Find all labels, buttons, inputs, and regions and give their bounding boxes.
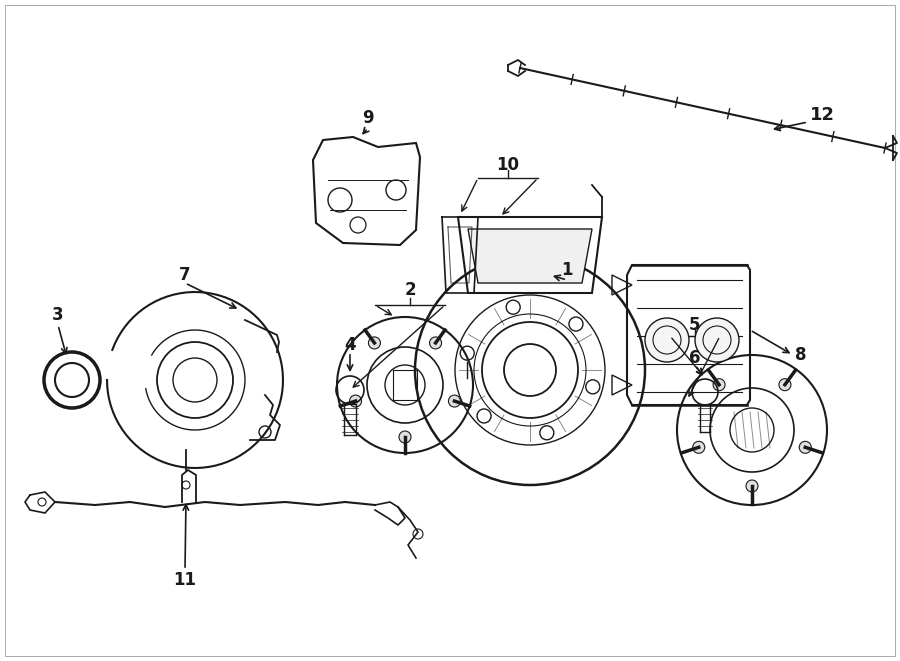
Circle shape (713, 379, 725, 391)
Text: 1: 1 (562, 261, 572, 279)
Polygon shape (627, 265, 750, 405)
Text: 10: 10 (497, 156, 519, 174)
Circle shape (693, 442, 705, 453)
Text: 12: 12 (810, 106, 835, 124)
Text: 3: 3 (52, 306, 64, 324)
Text: 8: 8 (795, 346, 806, 364)
Circle shape (695, 318, 739, 362)
Text: 5: 5 (689, 316, 701, 334)
Circle shape (778, 379, 791, 391)
Circle shape (349, 395, 362, 407)
Polygon shape (468, 229, 592, 283)
Circle shape (645, 318, 689, 362)
Circle shape (448, 395, 461, 407)
Text: 11: 11 (174, 571, 196, 589)
Circle shape (399, 431, 411, 443)
Circle shape (429, 337, 442, 349)
Text: 7: 7 (179, 266, 191, 284)
Circle shape (368, 337, 381, 349)
Text: 4: 4 (344, 336, 356, 354)
Text: 6: 6 (689, 349, 701, 367)
Text: 9: 9 (362, 109, 374, 127)
Circle shape (799, 442, 811, 453)
Circle shape (746, 480, 758, 492)
Text: 2: 2 (404, 281, 416, 299)
